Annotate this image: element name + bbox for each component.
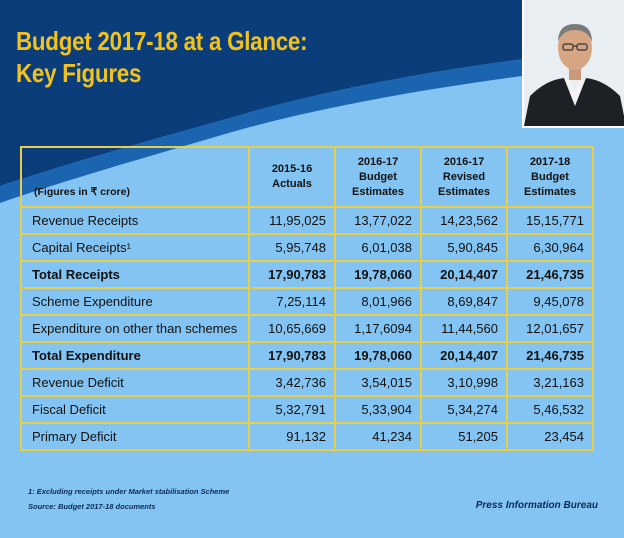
row-label: Total Receipts: [20, 260, 250, 289]
cell-value: 12,01,657: [506, 314, 594, 343]
column-header: 2016-17 Revised Estimates: [420, 146, 508, 208]
cell-value: 5,32,791: [248, 395, 336, 424]
cell-value: 17,90,783: [248, 260, 336, 289]
cell-value: 3,42,736: [248, 368, 336, 397]
cell-value: 41,234: [334, 422, 422, 451]
cell-value: 19,78,060: [334, 260, 422, 289]
cell-value: 20,14,407: [420, 341, 508, 370]
key-figures-table: (Figures in ₹ crore) 2015-16 Actuals 2016…: [20, 146, 594, 451]
page-title: Budget 2017-18 at a Glance:: [16, 26, 308, 56]
page-subtitle: Key Figures: [16, 58, 142, 88]
column-header: 2017-18 Budget Estimates: [506, 146, 594, 208]
cell-value: 3,21,163: [506, 368, 594, 397]
table-row: Scheme Expenditure 7,25,114 8,01,966 8,6…: [20, 287, 594, 316]
table-row-total: Total Receipts 17,90,783 19,78,060 20,14…: [20, 260, 594, 289]
cell-value: 19,78,060: [334, 341, 422, 370]
cell-value: 21,46,735: [506, 260, 594, 289]
column-header: 2016-17 Budget Estimates: [334, 146, 422, 208]
row-label: Fiscal Deficit: [20, 395, 250, 424]
table-row: Fiscal Deficit 5,32,791 5,33,904 5,34,27…: [20, 395, 594, 424]
cell-value: 9,45,078: [506, 287, 594, 316]
cell-value: 6,30,964: [506, 233, 594, 262]
cell-value: 21,46,735: [506, 341, 594, 370]
footnote: 1: Excluding receipts under Market stabi…: [28, 487, 230, 496]
cell-value: 8,01,966: [334, 287, 422, 316]
table-header-row: (Figures in ₹ crore) 2015-16 Actuals 2016…: [20, 146, 594, 208]
units-note: (Figures in ₹ crore): [20, 146, 250, 208]
row-label: Scheme Expenditure: [20, 287, 250, 316]
row-label: Primary Deficit: [20, 422, 250, 451]
row-label: Expenditure on other than schemes: [20, 314, 250, 343]
cell-value: 5,90,845: [420, 233, 508, 262]
column-header: 2015-16 Actuals: [248, 146, 336, 208]
cell-value: 91,132: [248, 422, 336, 451]
cell-value: 14,23,562: [420, 206, 508, 235]
cell-value: 13,77,022: [334, 206, 422, 235]
table-row: Primary Deficit 91,132 41,234 51,205 23,…: [20, 422, 594, 451]
table-row-total: Total Expenditure 17,90,783 19,78,060 20…: [20, 341, 594, 370]
cell-value: 6,01,038: [334, 233, 422, 262]
cell-value: 7,25,114: [248, 287, 336, 316]
cell-value: 5,46,532: [506, 395, 594, 424]
cell-value: 11,95,025: [248, 206, 336, 235]
table-row: Revenue Receipts 11,95,025 13,77,022 14,…: [20, 206, 594, 235]
cell-value: 51,205: [420, 422, 508, 451]
row-label: Revenue Deficit: [20, 368, 250, 397]
source-note: Source: Budget 2017-18 documents: [28, 502, 156, 511]
cell-value: 8,69,847: [420, 287, 508, 316]
cell-value: 20,14,407: [420, 260, 508, 289]
cell-value: 15,15,771: [506, 206, 594, 235]
cell-value: 3,10,998: [420, 368, 508, 397]
cell-value: 17,90,783: [248, 341, 336, 370]
table-row: Expenditure on other than schemes 10,65,…: [20, 314, 594, 343]
minister-portrait: [522, 0, 624, 128]
cell-value: 5,33,904: [334, 395, 422, 424]
cell-value: 1,17,6094: [334, 314, 422, 343]
table-row: Revenue Deficit 3,42,736 3,54,015 3,10,9…: [20, 368, 594, 397]
cell-value: 10,65,669: [248, 314, 336, 343]
table-row: Capital Receipts¹ 5,95,748 6,01,038 5,90…: [20, 233, 594, 262]
cell-value: 5,34,274: [420, 395, 508, 424]
row-label: Total Expenditure: [20, 341, 250, 370]
row-label: Revenue Receipts: [20, 206, 250, 235]
cell-value: 11,44,560: [420, 314, 508, 343]
row-label: Capital Receipts¹: [20, 233, 250, 262]
cell-value: 3,54,015: [334, 368, 422, 397]
cell-value: 5,95,748: [248, 233, 336, 262]
publisher-credit: Press Information Bureau: [475, 500, 598, 511]
cell-value: 23,454: [506, 422, 594, 451]
